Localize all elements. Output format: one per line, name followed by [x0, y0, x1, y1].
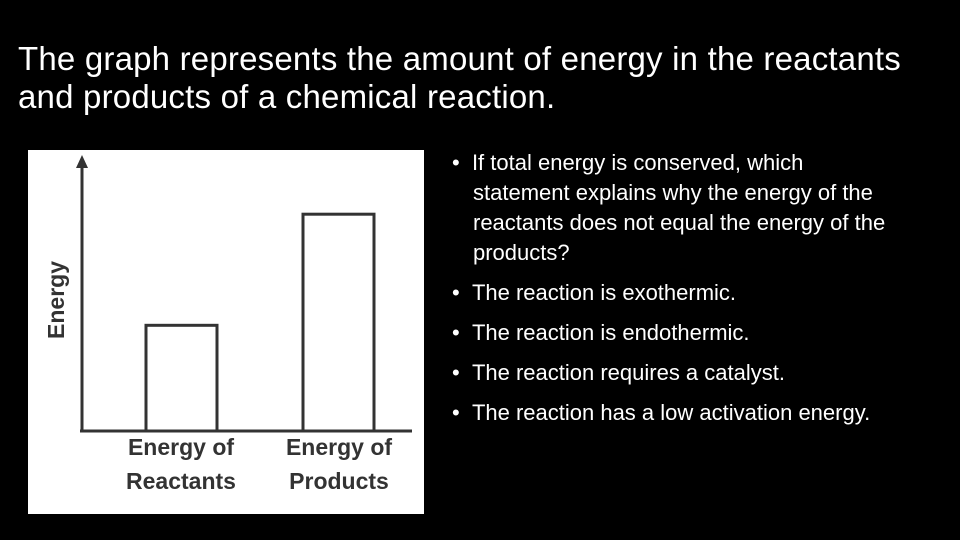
bullet-item: The reaction requires a catalyst.	[452, 358, 902, 388]
bar	[144, 323, 219, 433]
x-tick-label: Energy of Products	[285, 434, 393, 494]
bullet-item: The reaction has a low activation energy…	[452, 398, 902, 428]
axis-arrow	[76, 155, 88, 168]
chart-image: Energy Energy of Reactants Energy of Pro…	[28, 150, 424, 514]
slide-title: The graph represents the amount of energ…	[18, 40, 901, 115]
y-axis-label: Energy	[43, 261, 69, 339]
bar	[301, 212, 376, 433]
chart: Energy	[43, 155, 412, 433]
bullet-item: The reaction is endothermic.	[452, 318, 902, 348]
bullet-list: If total energy is conserved, which stat…	[452, 148, 902, 438]
bullet-item: The reaction is exothermic.	[452, 278, 902, 308]
x-tick-label: Energy of Reactants	[126, 434, 236, 494]
bullet-item: If total energy is conserved, which stat…	[452, 148, 902, 268]
